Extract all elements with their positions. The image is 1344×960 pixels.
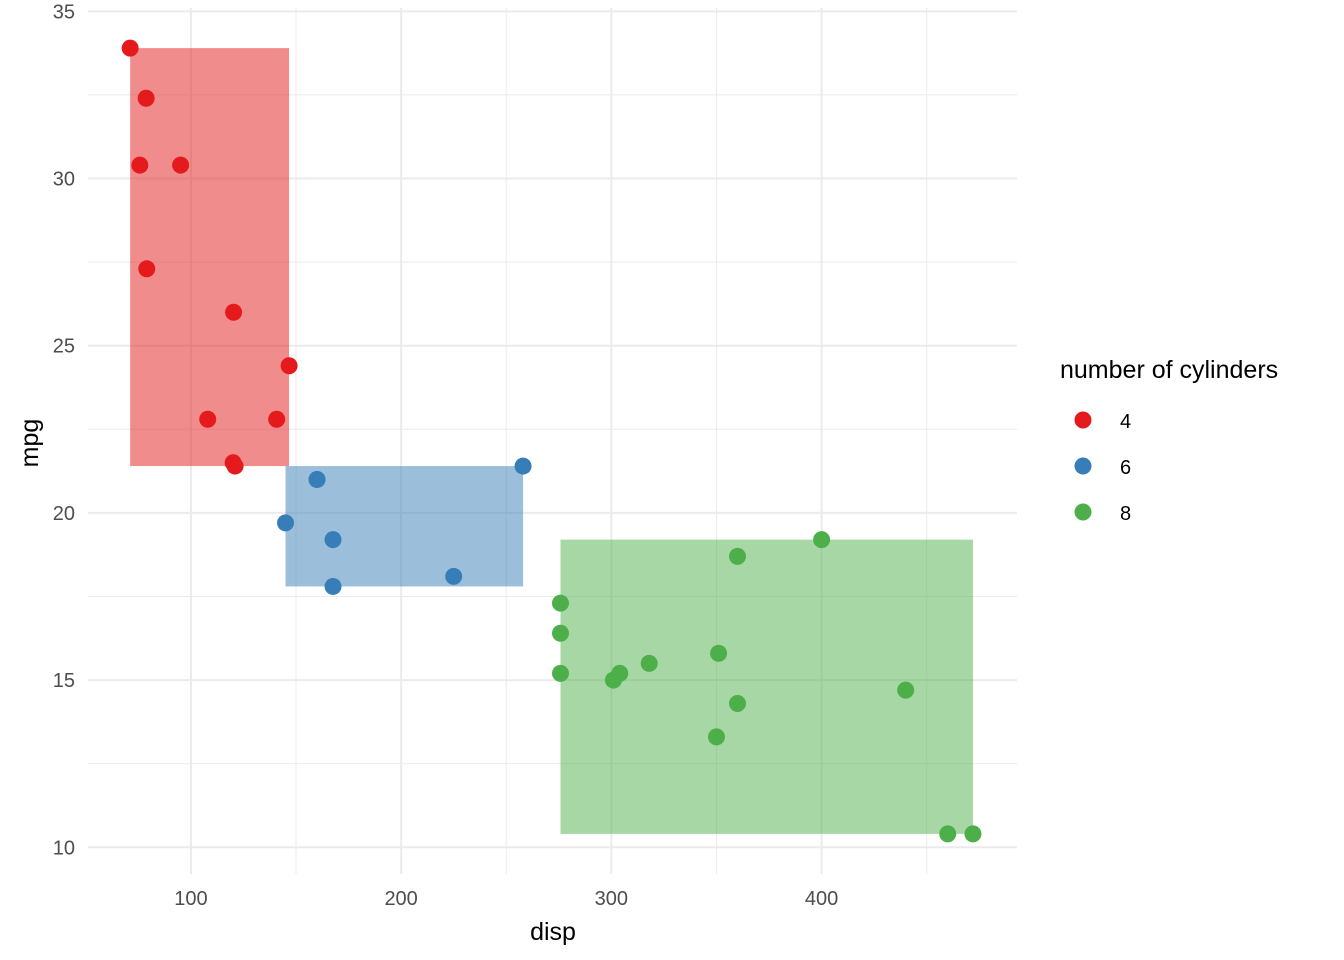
data-point-cyl-6 [277, 514, 295, 532]
range-rect-cyl-4 [130, 48, 290, 467]
y-tick-label: 35 [53, 1, 75, 23]
data-point-cyl-6 [308, 470, 326, 488]
x-tick-label: 300 [595, 888, 628, 910]
y-axis-title: mpg [16, 419, 44, 468]
data-points [121, 39, 982, 843]
y-tick-label: 30 [53, 169, 75, 191]
data-point-cyl-8 [707, 728, 725, 746]
y-tick-label: 20 [53, 503, 75, 525]
data-point-cyl-8 [964, 825, 982, 843]
data-point-cyl-4 [225, 303, 243, 321]
axis-ticks: 100 200 300 400 10 15 20 25 30 35 [53, 1, 839, 910]
data-point-cyl-6 [514, 457, 532, 475]
legend: number of cylinders 4 6 8 [1060, 356, 1278, 525]
data-point-cyl-8 [604, 671, 622, 689]
data-point-cyl-4 [121, 39, 139, 57]
x-axis-title: disp [530, 918, 576, 946]
data-point-cyl-8 [729, 547, 747, 565]
data-point-cyl-4 [131, 156, 149, 174]
legend-key-6 [1074, 457, 1092, 475]
legend-label-6: 6 [1120, 457, 1131, 479]
legend-key-8 [1074, 503, 1092, 521]
data-point-cyl-6 [445, 567, 463, 585]
legend-title: number of cylinders [1060, 356, 1278, 384]
data-point-cyl-8 [710, 644, 728, 662]
range-rectangles [130, 48, 973, 834]
data-point-cyl-6 [324, 531, 342, 549]
data-point-cyl-4 [172, 156, 190, 174]
legend-label-4: 4 [1120, 411, 1131, 433]
data-point-cyl-8 [551, 594, 569, 612]
x-tick-label: 200 [384, 888, 417, 910]
data-point-cyl-8 [897, 681, 915, 699]
data-point-cyl-8 [551, 624, 569, 642]
y-tick-label: 15 [53, 670, 75, 692]
data-point-cyl-4 [226, 457, 244, 475]
range-rect-cyl-6 [285, 466, 524, 587]
data-point-cyl-8 [939, 825, 957, 843]
data-point-cyl-4 [280, 357, 298, 375]
data-point-cyl-4 [268, 410, 286, 428]
y-tick-label: 25 [53, 336, 75, 358]
legend-entries: 4 6 8 [1074, 411, 1131, 525]
data-point-cyl-4 [199, 410, 217, 428]
data-point-cyl-8 [729, 694, 747, 712]
legend-key-4 [1074, 411, 1092, 429]
data-point-cyl-8 [813, 531, 831, 549]
data-point-cyl-6 [324, 577, 342, 595]
data-point-cyl-8 [551, 664, 569, 682]
data-point-cyl-8 [640, 654, 658, 672]
data-point-cyl-4 [138, 260, 156, 278]
legend-label-8: 8 [1120, 503, 1131, 525]
data-point-cyl-4 [137, 89, 155, 107]
x-tick-label: 400 [805, 888, 838, 910]
y-tick-label: 10 [53, 837, 75, 859]
x-tick-label: 100 [174, 888, 207, 910]
